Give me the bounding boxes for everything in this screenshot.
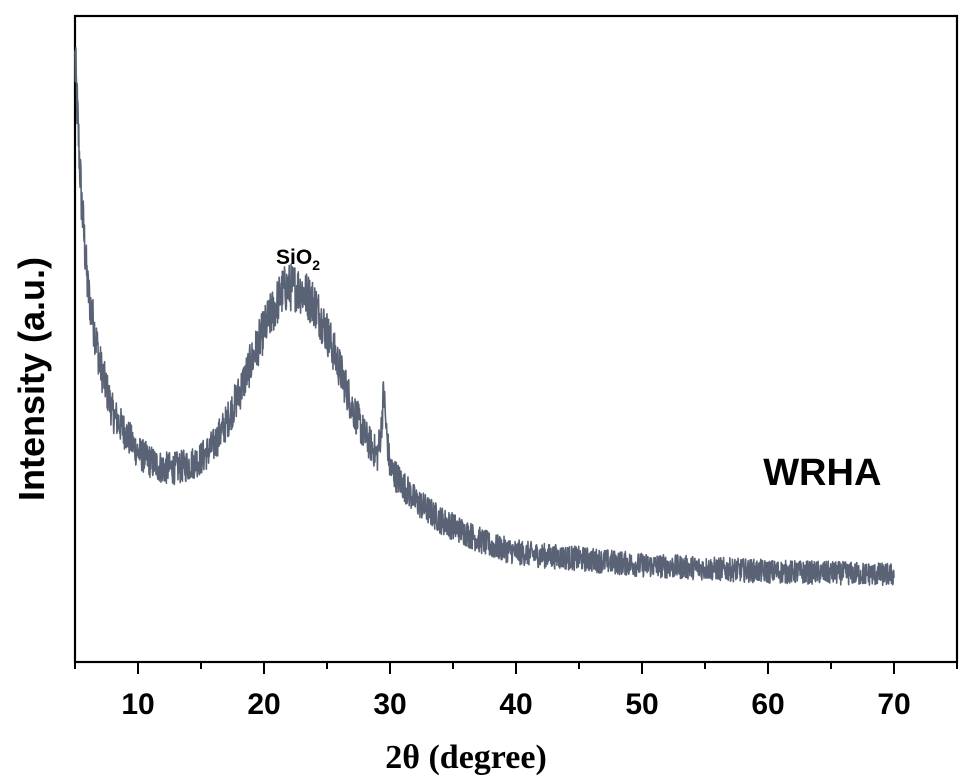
x-tick-label-30: 30 [373, 688, 406, 721]
x-tick-label-60: 60 [751, 688, 784, 721]
xrd-series-line [74, 47, 895, 587]
x-tick-label-50: 50 [625, 688, 658, 721]
series-label-wrha: WRHA [763, 452, 881, 494]
sio2-peak-annotation: SiO2 [276, 246, 320, 273]
x-tick-label-70: 70 [877, 688, 910, 721]
sio2-annotation-main: SiO [276, 246, 312, 269]
x-tick-label-40: 40 [499, 688, 532, 721]
x-axis-label: 2θ (degree) [385, 739, 547, 776]
x-axis-ticks [74, 662, 958, 674]
x-axis-tick-labels: 10 20 30 40 50 60 70 [121, 688, 910, 721]
y-axis-label: Intensity (a.u.) [11, 257, 52, 501]
sio2-annotation-subscript: 2 [312, 257, 320, 273]
x-tick-label-20: 20 [247, 688, 280, 721]
x-tick-label-10: 10 [121, 688, 154, 721]
